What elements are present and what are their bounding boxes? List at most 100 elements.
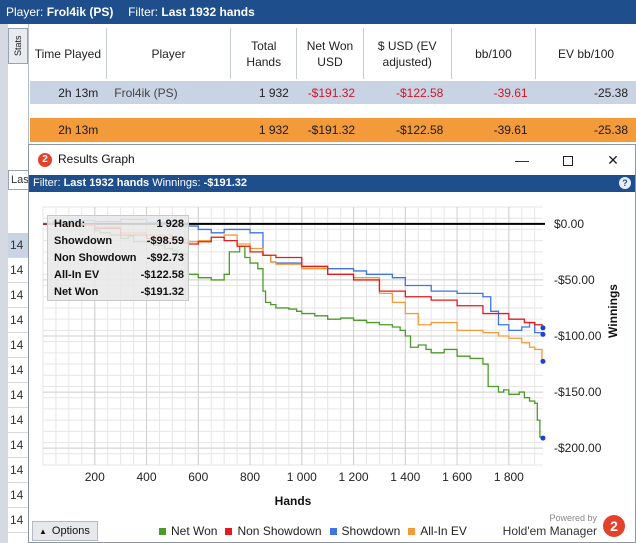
info-showdown-value: -$98.59 [146, 235, 184, 247]
legend-swatch [329, 527, 337, 535]
legend-item[interactable]: Non Showdown [225, 524, 322, 538]
winnings-value: -$191.32 [203, 177, 248, 189]
close-button[interactable]: ✕ [598, 149, 628, 171]
y-tick-label: -$200.00 [554, 441, 602, 455]
end-point-showdown [540, 331, 546, 337]
list-item[interactable]: 14 [8, 433, 30, 458]
info-hand: Hand: 1 928 [48, 216, 188, 233]
info-allin-ev-value: -$122.58 [140, 269, 184, 281]
stats-window-header: Player: Frol4ik (PS) Filter: Last 1932 h… [0, 0, 636, 24]
list-item[interactable]: 14 [8, 483, 30, 508]
list-item[interactable]: 14 [8, 383, 30, 408]
x-tick-label: 1 600 [442, 470, 472, 484]
cell-player: Frol4ik (PS) [106, 79, 231, 104]
legend-swatch [159, 527, 166, 535]
total-bb100: -39.61 [451, 118, 536, 142]
end-point-non-showdown [540, 325, 546, 331]
legend-item[interactable]: All-In EV [408, 524, 467, 538]
info-net-won-label: Net Won [54, 286, 99, 298]
legend-item[interactable]: Showdown [329, 524, 401, 538]
results-chart[interactable]: 200 400 600 800 1 000 1 200 1 400 1 600 1 800 $0.… [29, 193, 635, 511]
player-name: Frol4ik (PS) [46, 5, 114, 19]
filter-value: Last 1932 hands [161, 5, 255, 19]
info-non-showdown-value: -$92.73 [146, 252, 184, 264]
total-ev-bb100: -25.38 [535, 118, 636, 142]
col-total-hands[interactable]: Total Hands [230, 28, 298, 80]
options-label: Options [51, 525, 90, 537]
list-item[interactable]: 14 [8, 508, 30, 533]
cell-net-won: -$191.32 [296, 79, 364, 104]
legend-item[interactable]: Net Won [159, 524, 217, 538]
total-player [106, 118, 231, 142]
minimize-button[interactable]: — [507, 149, 537, 171]
filter-label: Filter: [128, 5, 159, 19]
graph-filter-label: Filter: [33, 177, 61, 189]
col-net-won[interactable]: Net Won USD [296, 28, 364, 80]
info-net-won: Net Won -$191.32 [48, 284, 188, 301]
y-axis-title: Winnings [606, 284, 620, 338]
list-item[interactable]: 14 [8, 308, 30, 333]
close-icon: ✕ [607, 152, 619, 168]
maximize-button[interactable] [553, 149, 583, 171]
x-tick-label: 200 [85, 470, 105, 484]
info-hand-value: 1 928 [156, 218, 184, 230]
y-tick-label: -$150.00 [554, 385, 602, 399]
x-tick-label: 600 [188, 470, 208, 484]
info-net-won-value: -$191.32 [140, 286, 184, 298]
list-item[interactable]: 14 [8, 458, 30, 483]
table-row[interactable]: 2h 13m Frol4ik (PS) 1 932 -$191.32 -$122… [30, 79, 636, 104]
stats-table: Time Played Player Total Hands Net Won U… [30, 28, 636, 142]
player-label: Player: [6, 5, 44, 19]
y-tick-label: -$100.00 [554, 329, 602, 343]
col-player[interactable]: Player [106, 28, 232, 80]
x-tick-label: 1 400 [390, 470, 420, 484]
info-allin-ev-label: All-In EV [54, 269, 100, 281]
total-time: 2h 13m [30, 118, 107, 142]
x-tick-label: 800 [240, 470, 260, 484]
results-graph-window: 2 Results Graph — ✕ Filter: Last 1932 ha… [28, 144, 636, 543]
x-tick-label: 400 [137, 470, 157, 484]
help-icon[interactable]: ? [619, 177, 631, 189]
options-button[interactable]: ▲ Options [32, 521, 98, 541]
legend-swatch [408, 527, 416, 535]
total-ev-adjusted: -$122.58 [363, 118, 452, 142]
cell-time: 2h 13m [30, 79, 107, 104]
list-item[interactable]: 14 [8, 283, 30, 308]
total-row: 2h 13m 1 932 -$191.32 -$122.58 -39.61 -2… [30, 118, 636, 142]
triangle-up-icon: ▲ [39, 527, 47, 536]
end-point-all-in-ev [540, 358, 546, 364]
col-ev-adjusted[interactable]: $ USD (EV adjusted) [363, 28, 452, 80]
cell-hands: 1 932 [230, 79, 297, 104]
maximize-icon [563, 156, 573, 167]
col-ev-bb100[interactable]: EV bb/100 [558, 46, 615, 61]
brand-name: Hold'em Manager [502, 524, 597, 538]
info-non-showdown: Non Showdown -$92.73 [48, 250, 188, 267]
stats-tab[interactable]: Stats [8, 28, 28, 64]
legend-label: Showdown [341, 524, 401, 538]
left-strip [0, 24, 8, 543]
session-list: 14 14 14 14 14 14 14 14 14 14 14 14 [8, 233, 30, 533]
cell-ev-adjusted: -$122.58 [363, 79, 452, 104]
cell-bb100: -39.61 [451, 79, 536, 104]
list-item[interactable]: 14 [8, 333, 30, 358]
hand-info-box: Hand: 1 928 Showdown -$98.59 Non Showdown -… [47, 215, 189, 301]
y-tick-label: $0.00 [554, 217, 584, 231]
end-point-net-won [540, 435, 546, 441]
info-non-showdown-label: Non Showdown [54, 252, 137, 264]
graph-title-bar: 2 Results Graph — ✕ [29, 145, 635, 175]
col-bb100[interactable]: bb/100 [451, 28, 537, 80]
info-allin-ev: All-In EV -$122.58 [48, 267, 188, 284]
info-hand-label: Hand: [54, 218, 86, 230]
list-item[interactable]: 14 [8, 408, 30, 433]
x-tick-label: 1 800 [494, 470, 524, 484]
info-showdown: Showdown -$98.59 [48, 233, 188, 250]
y-tick-label: -$50.00 [554, 273, 595, 287]
legend-label: Net Won [171, 524, 218, 538]
list-item[interactable]: 14 [8, 233, 30, 258]
list-item[interactable]: 14 [8, 358, 30, 383]
powered-by-logo: Powered by Hold'em Manager 2 [497, 511, 627, 541]
list-item[interactable]: 14 [8, 258, 30, 283]
x-tick-label: 1 200 [339, 470, 369, 484]
col-time-played[interactable]: Time Played [30, 28, 107, 80]
x-tick-label: 1 000 [287, 470, 317, 484]
